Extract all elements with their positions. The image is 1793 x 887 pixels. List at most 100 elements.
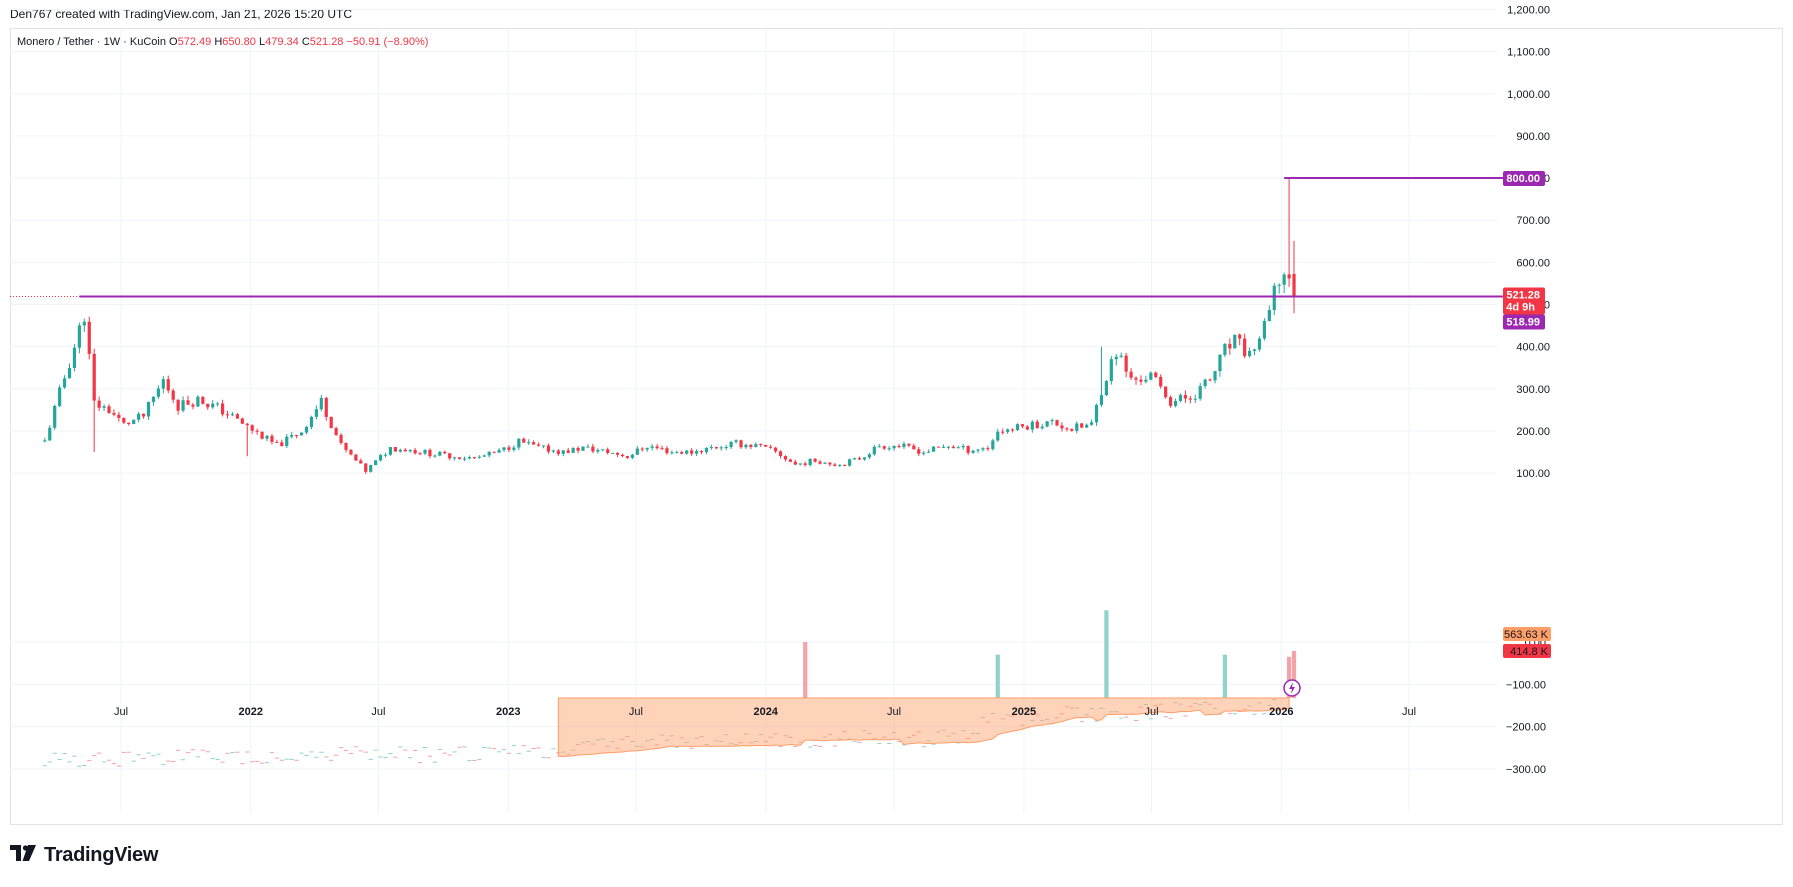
volume-bar: [77, 765, 82, 767]
candle-body: [1277, 284, 1281, 286]
volume-bar: [748, 742, 753, 744]
candle-body: [1030, 421, 1034, 430]
candle-body: [927, 451, 931, 453]
candle-body: [699, 451, 704, 453]
volume-bar: [378, 756, 383, 758]
volume-bar: [1035, 714, 1040, 716]
volume-bar: [887, 743, 892, 745]
volume-bar: [457, 746, 462, 748]
volume-bar: [595, 739, 600, 741]
candle-body: [1085, 424, 1089, 428]
candle-body: [280, 442, 284, 447]
candle-body: [82, 321, 86, 326]
high-label: H: [214, 36, 223, 48]
volume-bar: [753, 741, 758, 743]
time-axis-label: 2023: [496, 706, 520, 718]
candle-body: [151, 396, 156, 402]
candle-body: [102, 406, 106, 408]
candle-body: [1218, 354, 1222, 372]
candle-body: [1070, 428, 1074, 431]
candle-body: [655, 446, 659, 449]
candle-body: [611, 452, 615, 454]
candle-body: [877, 446, 881, 448]
symbol-legend[interactable]: Monero / Tether · 1W · KuCoin O572.49 H6…: [17, 36, 428, 48]
candle-body: [1287, 274, 1291, 279]
volume-tag-text: 414.8 K: [1510, 646, 1549, 658]
volume-bar: [773, 733, 778, 735]
volume-bar: [600, 738, 605, 740]
volume-bar: [966, 738, 971, 740]
volume-bar: [487, 747, 492, 749]
candle-body: [275, 441, 279, 443]
candle-body: [512, 447, 516, 450]
volume-bar: [615, 747, 620, 749]
chart-frame[interactable]: [10, 28, 1783, 825]
volume-bar: [793, 745, 798, 747]
volume-bar: [279, 759, 284, 761]
volume-bar: [970, 732, 976, 734]
candle-body: [58, 387, 62, 406]
candle-body: [211, 403, 215, 408]
volume-bar: [492, 748, 497, 750]
candle-body: [808, 458, 812, 465]
candle-body: [783, 456, 788, 460]
candle-body: [941, 447, 946, 449]
candle-body: [645, 447, 649, 450]
volume-axis-label: −300.00: [1506, 764, 1546, 776]
volume-bar: [319, 751, 324, 753]
volume-bar: [699, 736, 704, 738]
volume-bar: [1025, 709, 1030, 711]
candle-body: [1129, 371, 1133, 378]
candle-body: [329, 416, 333, 429]
volume-bar: [640, 746, 645, 748]
volume-bar: [176, 749, 181, 751]
candle-body: [418, 453, 422, 455]
candle-body: [1139, 379, 1143, 382]
volume-bar-last: [1291, 651, 1297, 698]
level-tag-518: 518.99: [1503, 314, 1545, 330]
candle-body: [892, 446, 896, 449]
volume-bar: [659, 734, 665, 736]
candle-body: [453, 457, 457, 459]
volume-bar: [1183, 715, 1188, 717]
volume-bar: [724, 734, 729, 736]
volume-bar: [729, 743, 734, 745]
volume-bar: [516, 752, 521, 754]
candle-body: [1025, 426, 1029, 430]
volume-bar: [546, 757, 551, 759]
candle-body: [961, 445, 965, 448]
volume-bar: [304, 755, 309, 757]
candle-body: [270, 435, 274, 442]
volume-bar: [156, 753, 161, 755]
candle-body: [764, 444, 768, 447]
volume-bar: [803, 642, 808, 698]
volume-bar: [911, 734, 916, 736]
event-lightning-icon: [1283, 679, 1301, 697]
volume-bar: [116, 765, 121, 767]
candle-body: [596, 449, 600, 452]
candle-body: [240, 418, 244, 424]
candle-body: [1040, 426, 1044, 429]
candle-body: [581, 446, 585, 451]
tradingview-brand[interactable]: TradingView: [10, 843, 158, 867]
symbol-name[interactable]: Monero / Tether · 1W · KuCoin: [17, 36, 166, 48]
volume-bar: [674, 746, 679, 748]
candle-body: [166, 379, 170, 391]
candle-body: [1035, 421, 1039, 429]
candle-body: [828, 462, 832, 465]
volume-bar: [625, 735, 630, 737]
candle-body: [739, 440, 743, 448]
volume-bar: [580, 742, 586, 744]
volume-bar: [654, 744, 660, 746]
volume-bar: [230, 751, 235, 753]
volume-bar: [52, 752, 57, 754]
candle-body: [220, 403, 225, 415]
candle-body: [87, 321, 91, 354]
candle-body: [1099, 395, 1104, 405]
candle-body: [255, 430, 259, 432]
candle-body: [803, 463, 807, 465]
volume-bar: [768, 736, 773, 738]
volume-bars: [42, 610, 1297, 767]
volume-bar: [417, 762, 423, 764]
